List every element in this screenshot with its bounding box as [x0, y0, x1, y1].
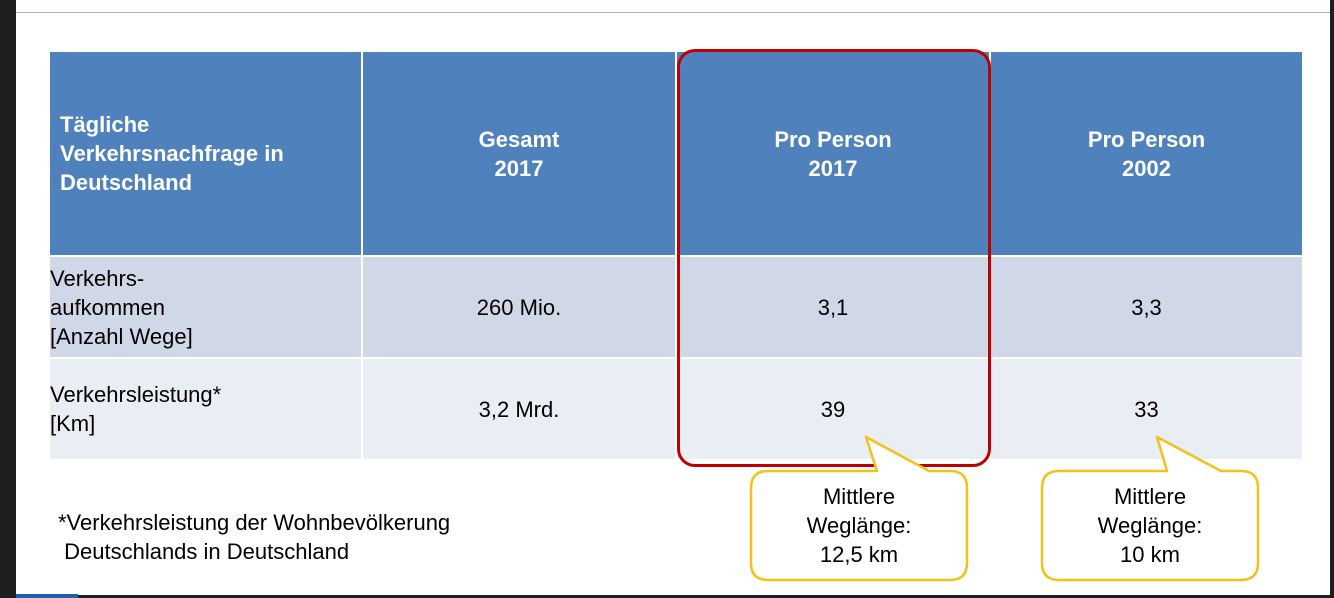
row-label-traffic-performance: Verkehrsleistung* [Km] [48, 357, 363, 461]
cell-per-person-2002: 3,3 [989, 255, 1304, 359]
table-row: Verkehrsleistung* [Km] 3,2 Mrd. 39 33 [48, 357, 1304, 461]
top-divider [16, 12, 1330, 13]
callout-text-10-km: Mittlere Weglänge: 10 km [1097, 484, 1203, 567]
table-row: Verkehrs- aufkommen [Anzahl Wege] 260 Mi… [48, 255, 1304, 359]
cell-total-2017: 260 Mio. [361, 255, 677, 359]
header-total-2017: Gesamt 2017 [361, 50, 677, 257]
table-header-row: Tägliche Verkehrsnachfrage in Deutschlan… [48, 50, 1304, 257]
header-daily-demand: Tägliche Verkehrsnachfrage in Deutschlan… [48, 50, 363, 257]
cell-per-person-2017: 39 [675, 357, 991, 461]
header-per-person-2002: Pro Person 2002 [989, 50, 1304, 257]
left-window-edge [0, 0, 16, 598]
cell-per-person-2017: 3,1 [675, 255, 991, 359]
row-label-traffic-volume: Verkehrs- aufkommen [Anzahl Wege] [48, 255, 363, 359]
bottom-accent-bar [16, 594, 78, 598]
cell-total-2017: 3,2 Mrd. [361, 357, 677, 461]
footnote: *Verkehrsleistung der Wohnbevölkerung De… [58, 510, 451, 564]
cell-per-person-2002: 33 [989, 357, 1304, 461]
callout-text-12-5-km: Mittlere Weglänge: 12,5 km [806, 484, 912, 567]
header-per-person-2017: Pro Person 2017 [675, 50, 991, 257]
right-window-edge [1330, 0, 1334, 598]
bottom-edge [16, 595, 1330, 598]
traffic-demand-table: Tägliche Verkehrsnachfrage in Deutschlan… [48, 50, 1304, 461]
